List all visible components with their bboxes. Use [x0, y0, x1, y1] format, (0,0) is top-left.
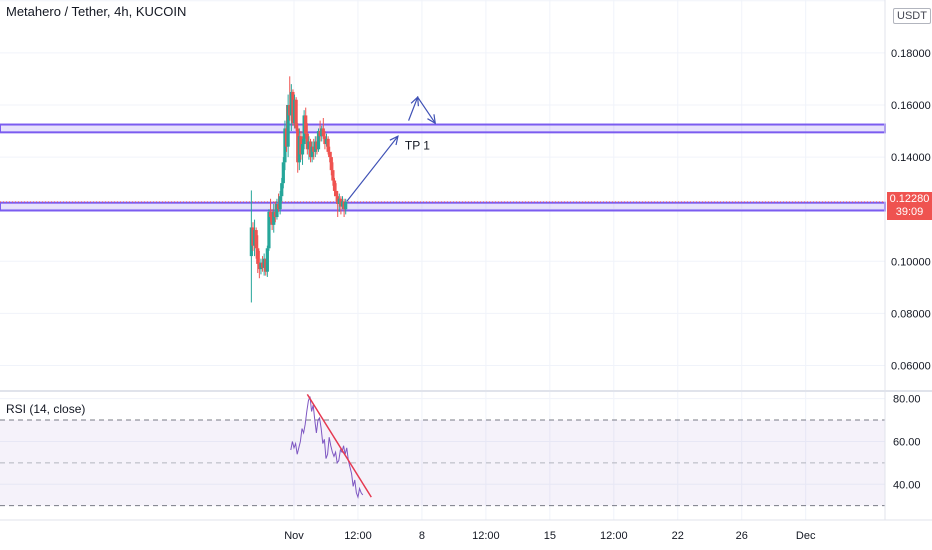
arrow-head — [389, 135, 399, 146]
candle-body — [280, 183, 284, 197]
price-zones[interactable] — [0, 123, 886, 212]
candle-body — [334, 190, 338, 197]
arrow-head — [410, 95, 419, 107]
rsi-tick-label: 40.00 — [893, 479, 921, 491]
rsi-tick-label: 60.00 — [893, 436, 921, 448]
price-tick-label: 0.10000 — [891, 256, 931, 268]
symbol-title[interactable]: Metahero / Tether, 4h, KUCOIN — [6, 4, 187, 19]
rsi-pane — [0, 393, 885, 507]
time-tick-label: Dec — [796, 530, 816, 542]
arrow-path — [346, 135, 399, 202]
candle-body — [300, 144, 305, 155]
candle-body — [344, 201, 348, 210]
price-tick-label: 0.14000 — [891, 152, 931, 164]
candle-body — [268, 211, 273, 218]
last-price-value: 0.12280 — [889, 193, 930, 205]
time-tick-label: 15 — [544, 530, 556, 542]
candle-body — [275, 203, 279, 218]
candle-body — [326, 138, 330, 152]
candle-body — [272, 211, 276, 225]
price-zone-rect — [0, 201, 886, 212]
time-tick-label: 26 — [736, 530, 748, 542]
time-tick-label: 22 — [672, 530, 684, 542]
arrow-head — [427, 114, 437, 125]
candle-countdown: 39:09 — [895, 206, 924, 218]
candle-body — [278, 196, 282, 210]
candle-body — [281, 162, 285, 184]
candle-body — [267, 211, 271, 249]
time-tick-label: Nov — [284, 530, 304, 542]
candle-body — [286, 104, 290, 147]
rsi-indicator-title[interactable]: RSI (14, close) — [6, 402, 86, 416]
grid — [0, 0, 885, 520]
currency-unit-label[interactable]: USDT — [893, 8, 931, 24]
candle-body — [254, 230, 258, 249]
rsi-trendline — [306, 393, 372, 498]
candle-body — [294, 99, 298, 129]
price-tick-label: 0.16000 — [891, 100, 931, 112]
candle-body — [329, 157, 333, 171]
time-tick-label: 12:00 — [472, 530, 500, 542]
price-tick-label: 0.18000 — [891, 48, 931, 60]
price-tick-label: 0.08000 — [891, 308, 931, 320]
drawings[interactable]: TP 1 — [346, 95, 437, 202]
time-tick-label: 12:00 — [344, 530, 372, 542]
candle-body — [321, 128, 325, 137]
candle-body — [328, 151, 332, 158]
candle-body — [265, 248, 269, 272]
price-zone-rect — [0, 123, 886, 134]
candle-body — [304, 115, 308, 134]
time-tick-label: 8 — [419, 530, 425, 542]
candlestick-series — [249, 76, 348, 303]
last-price-badge: 0.12280 39:09 — [887, 192, 932, 220]
rsi-line — [290, 396, 364, 499]
price-tick-label: 0.06000 — [891, 361, 931, 373]
candle-body — [331, 170, 335, 181]
candle-body — [316, 131, 321, 150]
tp-label: TP 1 — [405, 138, 430, 152]
candle-body — [332, 180, 337, 191]
candle-body — [256, 248, 260, 264]
rsi-tick-label: 80.00 — [893, 394, 921, 406]
time-tick-label: 12:00 — [600, 530, 628, 542]
